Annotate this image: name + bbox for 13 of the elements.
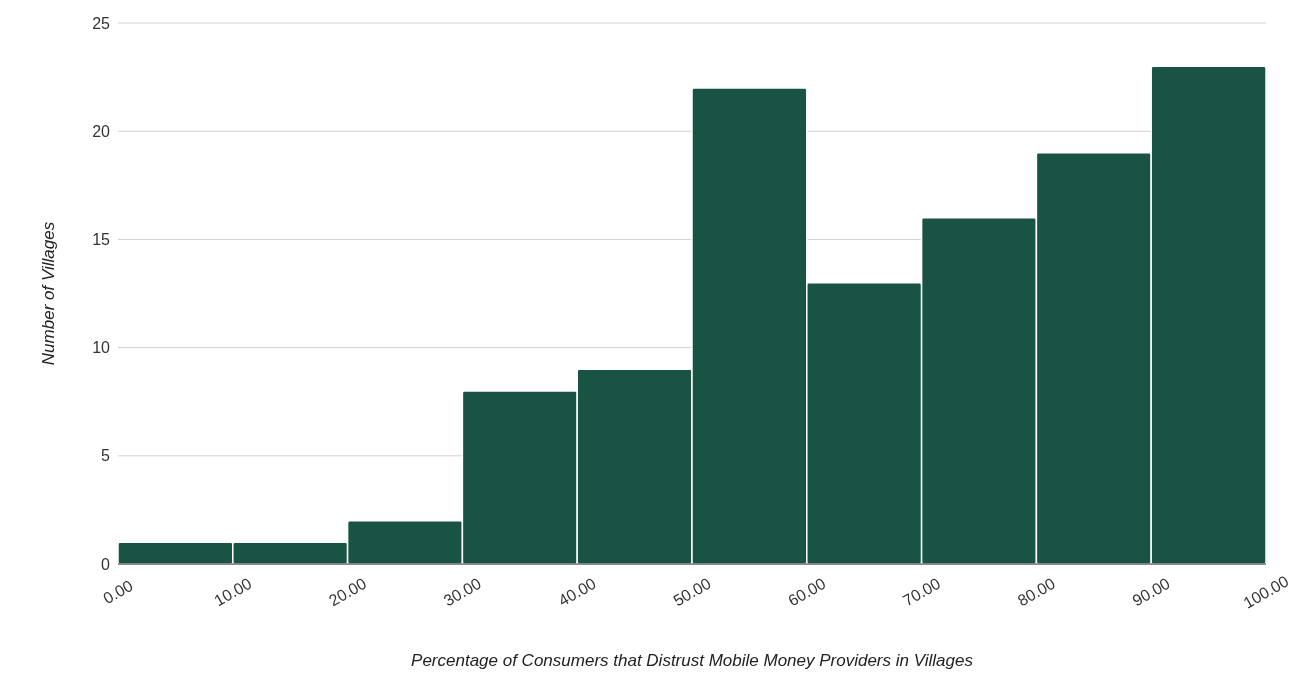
x-axis-title: Percentage of Consumers that Distrust Mobile Money Providers in Villages [411,651,974,670]
y-tick-label: 5 [101,447,111,465]
x-tick-label: 40.00 [555,574,599,610]
x-tick-label: 70.00 [900,574,944,610]
x-tick-label: 20.00 [326,574,370,610]
x-tick-label: 60.00 [785,574,829,610]
y-axis-title: Number of Villages [39,221,59,366]
y-tick-label: 15 [92,231,111,249]
y-tick-label: 25 [92,14,111,32]
y-tick-label: 20 [92,122,111,140]
x-tick-label: 0.00 [100,576,136,608]
y-tick-label: 10 [92,339,111,357]
y-tick-label: 0 [101,555,111,573]
